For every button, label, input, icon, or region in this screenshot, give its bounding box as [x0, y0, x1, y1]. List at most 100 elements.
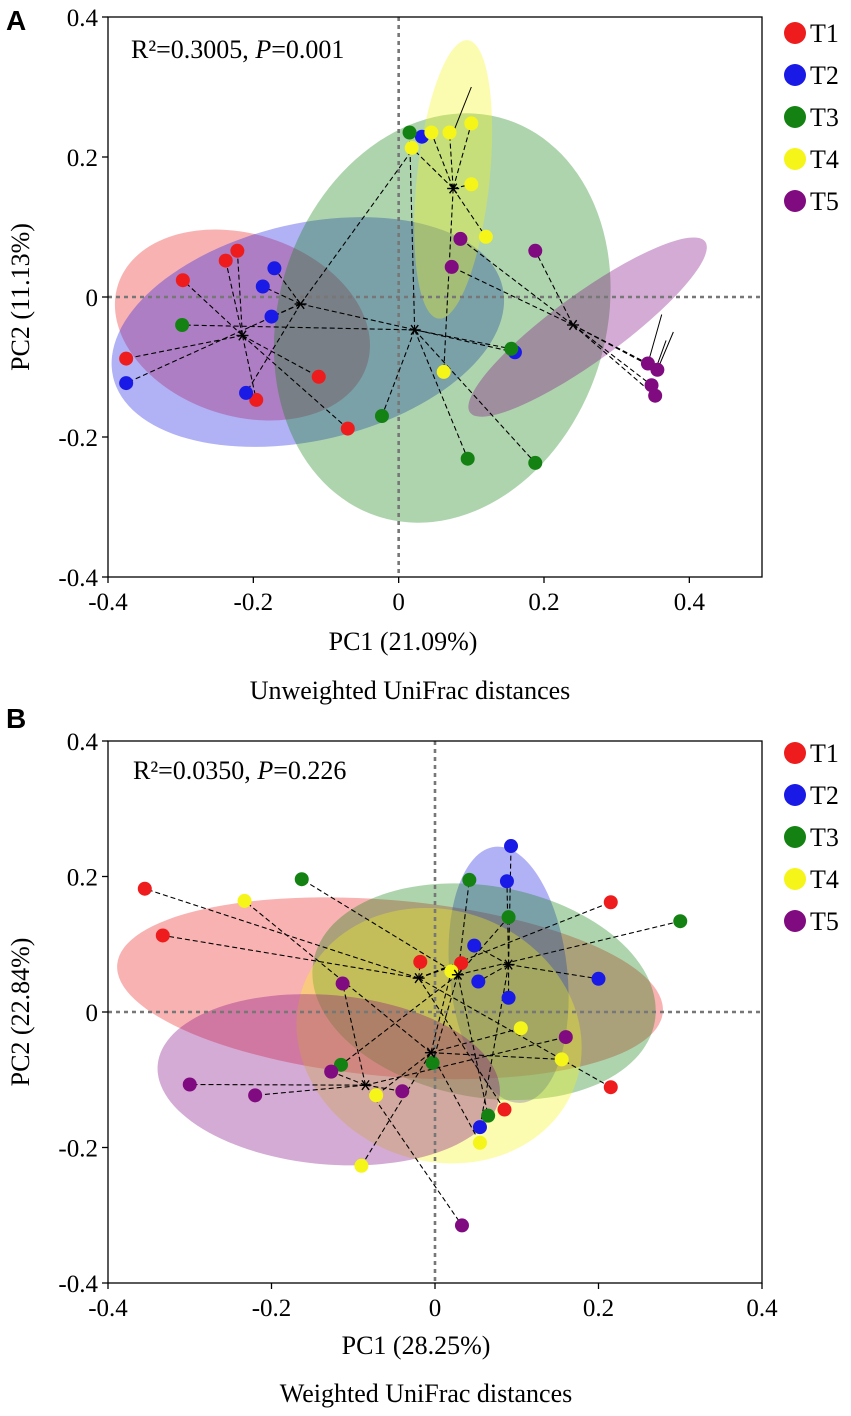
spoke-t4-3 — [452, 123, 472, 189]
point-t2-1 — [471, 974, 486, 989]
point-t1-2 — [413, 954, 428, 969]
point-t1-5 — [603, 895, 618, 910]
spoke-t5-1 — [255, 1084, 366, 1096]
point-t5-5 — [648, 388, 663, 403]
spoke-t3-0 — [182, 324, 415, 331]
point-t2-5 — [504, 839, 519, 854]
point-t4-4 — [472, 1135, 487, 1150]
spoke-t4-0 — [244, 900, 432, 1054]
spoke-t3-3 — [414, 329, 469, 459]
spoke-t5-0 — [189, 1083, 366, 1086]
panel-a: -0.4 -0.2 0 0.2 0.4 -0.4 -0.2 0 0.2 0.4 A R²=0.30… — [6, 5, 839, 705]
spoke-t5-2 — [330, 1071, 366, 1086]
ellipse-t1 — [117, 897, 663, 1080]
point-t5-2 — [528, 243, 543, 258]
x-tick-label: 0.4 — [746, 1295, 778, 1322]
spoke-t3-1 — [381, 329, 416, 417]
spoke-t3-2 — [409, 132, 416, 330]
spoke-t5-0 — [451, 266, 574, 326]
point-t3-6 — [673, 914, 688, 929]
ellipses-layer — [117, 846, 663, 1166]
spoke-t4-1 — [430, 132, 454, 189]
x-axis-title: PC1 (21.09%) — [329, 627, 478, 656]
spoke-t3-4 — [457, 974, 489, 1116]
spoke-t2-5 — [300, 136, 423, 305]
point-t3-2 — [425, 1055, 440, 1070]
spoke-t1-0 — [126, 334, 243, 360]
spoke-t3-5 — [414, 329, 536, 464]
point-t1-2 — [218, 253, 233, 268]
spoke-t1-5 — [242, 335, 319, 378]
spoke-t5-3 — [342, 983, 367, 1086]
point-t2-2 — [255, 279, 270, 294]
point-t1-3 — [230, 243, 245, 258]
point-t3-5 — [501, 910, 516, 925]
spoke-t1-3 — [236, 250, 243, 336]
point-t4-6 — [554, 1052, 569, 1067]
point-t5-6 — [558, 1030, 573, 1045]
point-t4-1 — [424, 125, 439, 140]
spoke-t2-3 — [273, 267, 302, 305]
axes-layer: -0.4 -0.2 0 0.2 0.4 -0.4 -0.2 0 0.2 0.4 — [58, 729, 778, 1322]
stat-annotation: R²=0.0350, P=0.226 — [133, 756, 346, 785]
spoke-t4-6 — [443, 188, 454, 372]
centroid-t4 — [447, 183, 460, 194]
point-t5-1 — [248, 1088, 263, 1103]
legend-swatch — [784, 868, 806, 890]
legend-item-t3: T3 — [784, 103, 839, 132]
legend-label: T1 — [810, 739, 839, 768]
centroid-t5 — [359, 1079, 372, 1091]
spoke-t3-4 — [414, 329, 512, 350]
point-t3-3 — [462, 872, 477, 887]
point-t3-4 — [481, 1108, 496, 1123]
centroid-t2 — [502, 959, 515, 970]
point-t5-1 — [453, 231, 468, 246]
point-t1-1 — [175, 273, 190, 288]
legend-swatch — [784, 910, 806, 932]
panel-label: A — [6, 5, 26, 36]
spoke-t2-6 — [508, 964, 599, 980]
spoke-t3-6 — [457, 920, 681, 976]
point-t4-6 — [436, 364, 451, 379]
centroid-t3 — [408, 324, 421, 336]
spoke-t4-1 — [360, 1052, 432, 1167]
point-t4-5 — [478, 229, 493, 244]
stat-p-value: =0.001 — [271, 35, 344, 64]
point-t1-0 — [137, 881, 152, 896]
point-t1-6 — [340, 421, 355, 436]
x-tick-label: 0.2 — [583, 1295, 614, 1322]
ellipses-layer — [111, 40, 707, 523]
point-t2-0 — [467, 938, 482, 953]
legend-swatch — [784, 148, 806, 170]
y-tick-label: 0.4 — [67, 729, 99, 756]
spoke-t4-6 — [430, 1052, 562, 1060]
spoke-t1-0 — [144, 888, 419, 979]
y-tick-label: -0.4 — [58, 565, 98, 592]
point-t4-4 — [464, 177, 479, 192]
point-t3-3 — [460, 451, 475, 466]
centroids-layer — [359, 959, 515, 1091]
spoke-t5-6 — [365, 1036, 566, 1086]
y-axis-title: PC2 (22.84%) — [6, 938, 35, 1087]
point-t4-1 — [354, 1158, 369, 1173]
spoke-t4-2 — [448, 132, 454, 189]
point-t4-2 — [369, 1088, 384, 1103]
point-t5-0 — [182, 1077, 197, 1092]
spoke-t1-1 — [182, 279, 243, 336]
points-layer — [137, 839, 688, 1233]
spoke-t5-5 — [365, 1084, 463, 1226]
spoke-t4-0 — [411, 147, 454, 189]
spoke-t2-6 — [300, 303, 516, 353]
legend-item-t5: T5 — [784, 907, 839, 936]
spoke-t3-1 — [340, 974, 459, 1066]
centroid-t1 — [236, 330, 249, 341]
point-t2-2 — [472, 1120, 487, 1135]
legend-swatch — [784, 826, 806, 848]
legend: T1 T2 T3 T4 T5 — [784, 19, 839, 216]
x-axis-title: PC1 (28.25%) — [342, 1331, 491, 1360]
legend-swatch — [784, 22, 806, 44]
stat-r2: R²=0.3005, — [131, 35, 255, 64]
point-t3-0 — [294, 872, 309, 887]
spoke-t5-5 — [572, 324, 656, 397]
